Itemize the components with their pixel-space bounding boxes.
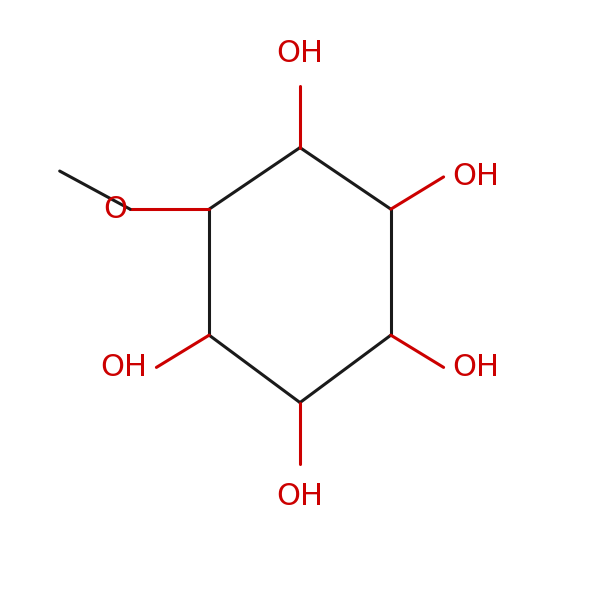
Text: OH: OH xyxy=(452,353,499,382)
Text: OH: OH xyxy=(277,482,323,511)
Text: O: O xyxy=(103,194,127,224)
Text: OH: OH xyxy=(277,40,323,68)
Text: OH: OH xyxy=(452,163,499,191)
Text: OH: OH xyxy=(101,353,148,382)
